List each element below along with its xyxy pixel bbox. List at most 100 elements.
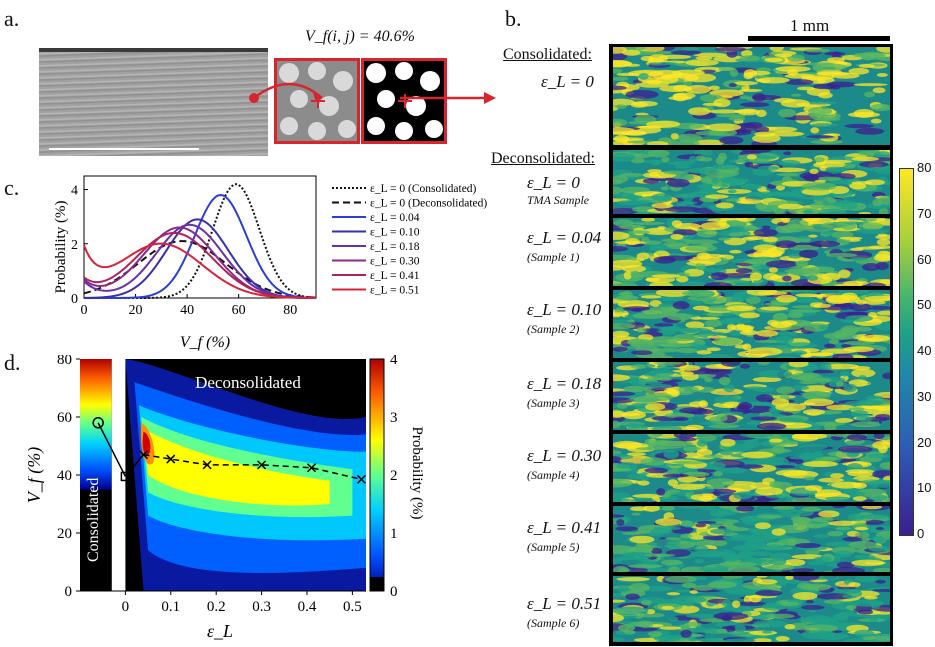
fiber-volume-map-strip [613, 576, 890, 642]
micrograph-image [39, 48, 268, 156]
chart-d-xlabel: ε_L [207, 621, 233, 641]
deconsolidated-heading: Deconsolidated: [491, 150, 595, 167]
chart-d-ytick-label: 80 [57, 355, 72, 368]
chart-d-colorbar-label: Probability (%) [409, 427, 425, 520]
chart-d-mean-marker [139, 450, 149, 460]
chart-d-gap [111, 359, 126, 591]
chart-d-xtick-label: 0.1 [161, 599, 180, 615]
chart-c-ytick-label: 4 [71, 184, 78, 199]
chart-c-series-line [83, 240, 317, 299]
chart-d-region-label-left: Consolidated [85, 478, 102, 562]
row-label-eps: ε_L = 0.41 [527, 518, 602, 537]
chart-c-series-line [83, 223, 317, 299]
fiber-volume-map-strip [613, 434, 890, 502]
chart-d-contour-band [143, 428, 330, 506]
zoom-binary-image [361, 58, 447, 144]
chart-d-consolidated-point [92, 417, 104, 429]
row-label-sample: (Sample 1) [527, 250, 580, 264]
row-label-eps: ε_L = 0 [527, 173, 580, 192]
chart-d-mean-marker [202, 460, 212, 470]
chart-c-axes-box [83, 175, 317, 299]
micrograph-scale-bar [49, 148, 199, 150]
chart-d-mean-marker [166, 454, 176, 464]
chart-d-colorbar-tick-label: 1 [390, 526, 398, 542]
chart-d-colorbar-tick-label: 3 [390, 410, 398, 426]
fiber-volume-map-strip [613, 47, 890, 145]
colorbar-b-tick: 60 [917, 251, 932, 267]
row-label-eps: ε_L = 0.18 [527, 374, 602, 393]
row-label-sample: (Sample 4) [527, 468, 580, 482]
fiber-volume-map-strip [613, 362, 890, 430]
chart-d-region-label-top: Deconsolidated [195, 373, 301, 392]
consolidated-heading: Consolidated: [503, 46, 592, 63]
chart-d-xtick-label: 0.2 [207, 599, 226, 615]
colorbar-b-tick: 70 [917, 205, 932, 221]
curved-arrow [253, 82, 323, 99]
chart-c-xtick-label: 60 [232, 303, 246, 318]
fiber-volume-map-strip [613, 150, 890, 214]
panel-a-arrows [249, 82, 496, 104]
colorbar-b-tick: 0 [917, 526, 925, 541]
chart-d-ytick-label: 0 [65, 584, 73, 600]
chart-d-xtick-label: 0.4 [298, 599, 317, 615]
chart-d-xtick-label: 0.5 [343, 599, 362, 615]
chart-d-consolidated-line [97, 422, 127, 477]
chart-c-legend-label: ε_L = 0.04 [370, 212, 420, 224]
row-label-sample: (Sample 6) [527, 616, 580, 630]
row-label-sample: (Sample 5) [527, 540, 580, 554]
chart-c-ytick-label: 2 [71, 238, 78, 253]
row-label-eps: ε_L = 0 [541, 72, 594, 91]
panel-letter-c: c. [4, 175, 20, 200]
chart-c-xlabel: V_f (%) [180, 334, 230, 351]
chart-c-legend-label: ε_L = 0.10 [370, 227, 420, 239]
chart-d-ytick-label: 60 [57, 410, 72, 426]
chart-c-legend-label: ε_L = 0 (Consolidated) [370, 183, 477, 195]
chart-c-xtick-label: 20 [129, 303, 143, 318]
chart-d-mean-marker [356, 474, 366, 484]
chart-d-mean-marker [306, 463, 317, 473]
chart-d-ylabel: V_f (%) [28, 447, 45, 503]
colorbar-b-tick: 80 [917, 160, 932, 175]
panel-c-chart: Probability (%) V_f (%) 0 20 40 60 80 0 2 4 ε_L… [53, 175, 487, 351]
row-label-sample: (Sample 2) [527, 322, 580, 336]
chart-d-xtick-label: 0.3 [252, 599, 271, 615]
chart-c-ytick-label: 0 [71, 292, 78, 307]
panel-letter-a: a. [4, 6, 20, 31]
chart-c-legend-label: ε_L = 0 (Deconsolidated) [370, 198, 487, 210]
chart-c-legend-label: ε_L = 0.51 [370, 285, 420, 297]
fiber-volume-map-strip [613, 290, 890, 358]
vf-formula: V_f(i, j) = 40.6% [305, 28, 415, 45]
chart-d-ytick-label: 20 [57, 526, 72, 542]
fiber-volume-map-strip [613, 506, 890, 572]
colorbar-b-tick: 50 [917, 297, 932, 313]
chart-c-series-line [83, 218, 317, 299]
chart-d-ytick-label: 40 [57, 468, 72, 484]
zoom-grey-image [274, 58, 360, 144]
scale-bar-label: 1 mm [790, 16, 830, 35]
chart-c-xtick-label: 80 [283, 303, 297, 318]
chart-c-xtick-label: 0 [81, 303, 88, 318]
chart-d-initial-point [120, 471, 131, 482]
row-label-eps: ε_L = 0.51 [527, 594, 602, 613]
colorbar-b-tick: 40 [917, 343, 932, 358]
chart-c-series-line [83, 242, 317, 299]
row-label-sample: TMA Sample [527, 193, 590, 207]
row-label-sample: (Sample 3) [527, 396, 580, 410]
row-label-eps: ε_L = 0.04 [527, 228, 602, 247]
chart-d-colorbar [369, 358, 385, 592]
chart-d-contour-band [142, 431, 151, 456]
panel-letter-b: b. [505, 6, 522, 31]
chart-d-colorbar-tick-label: 4 [390, 355, 398, 368]
panel-b-colorbar [899, 168, 914, 536]
chart-c-xtick-label: 40 [180, 303, 194, 318]
chart-c-legend-label: ε_L = 0.30 [370, 256, 420, 268]
colorbar-b-tick: 20 [917, 434, 932, 450]
chart-d-mean-curve [143, 453, 362, 481]
fiber-volume-map-strip [613, 218, 890, 286]
chart-d-consolidated-gradient [80, 359, 112, 490]
chart-d-mean-marker [257, 460, 267, 470]
panel-letter-d: d. [4, 350, 21, 375]
scale-bar [748, 36, 890, 41]
chart-c-series-line [84, 183, 317, 299]
chart-d-xtick-label: 0 [122, 599, 129, 615]
